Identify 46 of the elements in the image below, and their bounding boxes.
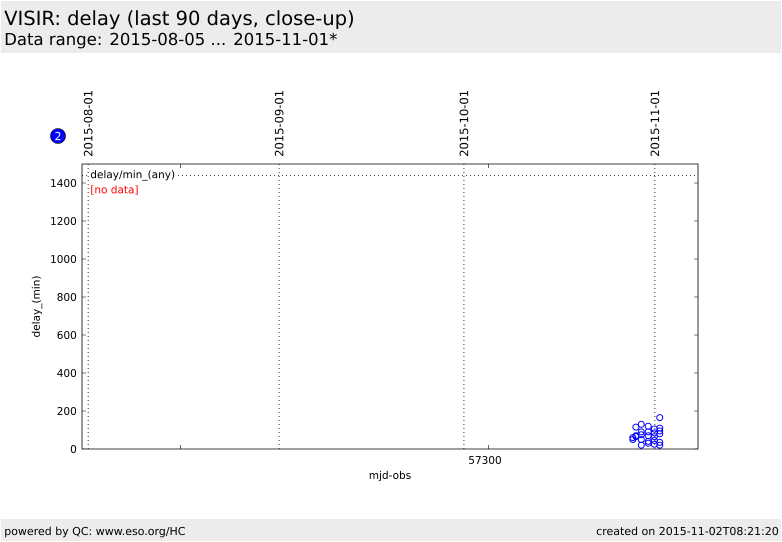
point — [632, 424, 640, 431]
point — [629, 436, 636, 443]
text: 2 — [55, 132, 60, 140]
point — [656, 438, 664, 446]
point — [638, 436, 645, 443]
y-tick-label: 1200 — [51, 217, 76, 225]
y-tick-label: 600 — [58, 331, 76, 339]
point — [644, 428, 652, 436]
point — [644, 432, 652, 440]
point — [650, 433, 658, 440]
point — [638, 442, 645, 449]
point — [644, 422, 652, 430]
point — [638, 420, 645, 428]
point — [638, 428, 645, 436]
point — [644, 440, 652, 447]
point — [656, 424, 664, 432]
point — [644, 438, 652, 445]
y-axis-title: delay_(min) — [32, 276, 42, 337]
y-tick-label: 800 — [57, 293, 76, 301]
point — [650, 436, 658, 444]
x-tick-label: 2015-08-01 — [84, 91, 93, 156]
text: powered by QC: www.eso.org/HC — [5, 526, 185, 538]
x-tick-label: 2015-11-01 — [650, 91, 660, 156]
point — [650, 426, 658, 433]
x-tick-label: 2015-10-01 — [460, 91, 468, 156]
point — [638, 431, 645, 438]
chart-subtitle: Data range: 2015-08-05 ... 2015-11-01* — [6, 32, 337, 48]
point — [656, 430, 664, 438]
point — [656, 427, 664, 434]
y-tick-label: 1000 — [51, 255, 76, 263]
point — [629, 434, 636, 442]
text: created on 2015-11-02T08:21:20 — [596, 526, 778, 536]
point — [656, 442, 664, 449]
y-tick-label: 1400 — [51, 179, 76, 187]
x-tick-label: 2015-09-01 — [274, 91, 284, 156]
point — [650, 429, 658, 436]
y-tick-label: 0 — [70, 445, 76, 453]
annotation: [no data] — [91, 185, 138, 195]
point — [656, 414, 664, 422]
y-tick-label: 400 — [57, 369, 76, 377]
ref-line-label: delay/min_(any) — [90, 170, 174, 181]
y-tick-label: 200 — [58, 407, 76, 415]
point — [650, 440, 658, 448]
text: 57300 — [469, 456, 501, 464]
chart-title: VISIR: delay (last 90 days, close-up) — [4, 10, 353, 30]
x-axis-title: mjd-obs — [370, 470, 411, 482]
